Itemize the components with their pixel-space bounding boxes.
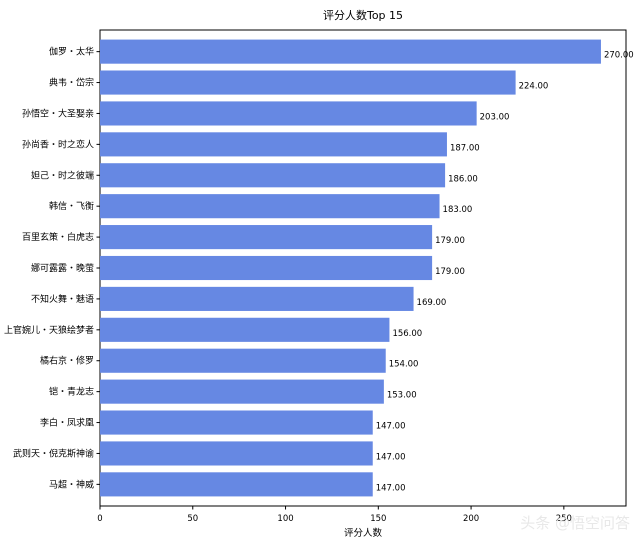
value-label: 156.00 — [392, 329, 422, 339]
category-label: 典韦・岱宗 — [49, 77, 94, 89]
x-tick-label: 150 — [370, 514, 386, 524]
x-tick-label: 50 — [187, 514, 198, 524]
x-axis-ticks: 0 50 100 150 200 250 — [97, 506, 572, 524]
x-tick-label: 200 — [463, 514, 479, 524]
value-label: 154.00 — [389, 360, 419, 370]
category-label: 铠・青龙志 — [49, 386, 94, 398]
category-label: 武则天・倪克斯神谕 — [13, 447, 94, 459]
bar — [100, 101, 477, 126]
chart-title: 评分人数Top 15 — [323, 9, 403, 22]
bar — [100, 348, 386, 373]
bar — [100, 472, 373, 497]
value-label: 179.00 — [435, 267, 465, 277]
category-label: 不知火舞・魅语 — [31, 293, 94, 305]
value-label: 187.00 — [450, 143, 480, 153]
bar — [100, 441, 373, 466]
bar — [100, 255, 433, 281]
x-tick-label: 0 — [97, 514, 102, 524]
bar — [100, 194, 440, 219]
bars-group — [100, 39, 601, 497]
value-label: 186.00 — [448, 174, 478, 184]
bar — [100, 163, 446, 188]
category-label: 伽罗・太华 — [49, 46, 94, 58]
category-label: 橘右京・修罗 — [40, 355, 94, 367]
bar — [100, 410, 373, 435]
value-label: 147.00 — [376, 422, 406, 432]
watermark: 头条 @悟空问答 — [520, 514, 630, 532]
category-label: 马超・神威 — [49, 478, 94, 490]
x-tick-label: 100 — [277, 514, 293, 524]
bar — [100, 39, 601, 64]
category-label: 上官婉儿・天狼绘梦者 — [4, 324, 94, 336]
value-labels: 270.00 224.00 203.00 187.00 186.00 183.00 179.… — [376, 51, 634, 494]
bar — [100, 132, 447, 157]
category-label: 妲己・时之彼端 — [31, 169, 94, 181]
bar — [100, 225, 433, 250]
category-labels: 伽罗・太华典韦・岱宗孙悟空・大圣娶亲孙尚香・时之恋人妲己・时之彼端韩信・飞衡百里… — [4, 46, 100, 490]
x-tick-label: 250 — [556, 514, 572, 524]
value-label: 183.00 — [443, 205, 473, 215]
category-label: 李白・凤求凰 — [40, 417, 94, 429]
bar — [100, 379, 384, 404]
value-label: 270.00 — [604, 51, 634, 61]
value-label: 147.00 — [376, 452, 406, 462]
value-label: 179.00 — [435, 236, 465, 246]
value-label: 224.00 — [519, 82, 549, 92]
category-label: 孙悟空・大圣娶亲 — [22, 107, 94, 119]
bar — [100, 286, 414, 311]
value-label: 169.00 — [417, 298, 447, 308]
category-label: 娜可露露・晚萤 — [31, 262, 94, 274]
category-label: 孙尚香・时之恋人 — [22, 138, 94, 150]
x-axis-label: 评分人数 — [344, 527, 383, 539]
value-label: 153.00 — [387, 391, 417, 401]
value-label: 203.00 — [480, 112, 510, 122]
bar — [100, 317, 390, 342]
category-label: 韩信・飞衡 — [49, 200, 94, 212]
bar — [100, 70, 516, 95]
value-label: 147.00 — [376, 483, 406, 493]
category-label: 百里玄策・白虎志 — [22, 231, 94, 243]
